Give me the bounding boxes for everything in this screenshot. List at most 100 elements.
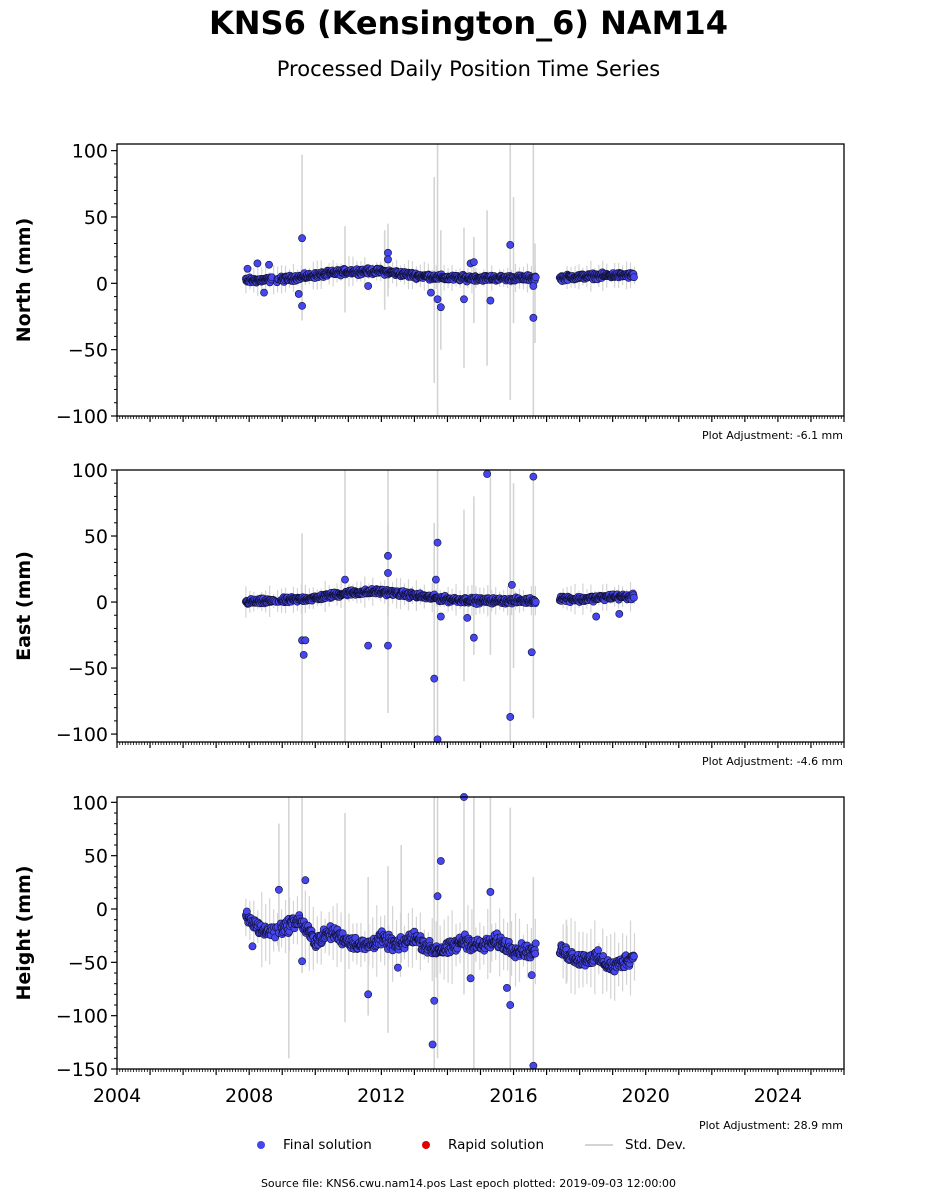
y-tick-label: 0 (96, 273, 108, 295)
final-solution-point (384, 248, 392, 257)
y-tick-label: −100 (56, 724, 108, 746)
final-solution-point (430, 996, 439, 1005)
legend-rapid-solution: Rapid solution (422, 1137, 544, 1153)
chart-title: KNS6 (Kensington_6) NAM14 (208, 4, 729, 42)
y-tick-label: 50 (84, 846, 108, 868)
final-solution-point (384, 551, 392, 560)
final-solution-point (466, 974, 475, 983)
y-tick-label: −50 (68, 340, 108, 362)
panel-height: −150 −100 −50 0 50 100 2004 2008 2012 2016 2020 202… (13, 792, 845, 1107)
legend-final-label: Final solution (283, 1137, 372, 1153)
final-solution-point (436, 857, 445, 865)
x-tick-label: 2016 (489, 1085, 537, 1107)
final-solution-point (384, 641, 392, 650)
final-solution-point (341, 575, 349, 584)
final-solution-point (364, 990, 373, 999)
y-axis-label: Height (mm) (13, 865, 35, 1000)
final-solution-point (630, 273, 638, 282)
legend-final-solution: Final solution (257, 1137, 372, 1153)
final-solution-point (243, 264, 252, 273)
source-footer: Source file: KNS6.cwu.nam14.pos Last epo… (260, 1177, 677, 1190)
final-solution-point (463, 613, 472, 622)
final-solution-point (486, 296, 495, 305)
final-solution-point (298, 234, 306, 243)
final-solution-point (486, 888, 495, 896)
final-solution-point (531, 949, 540, 958)
final-solution-point (299, 650, 308, 659)
final-solution-point (531, 273, 540, 282)
final-solution-point (506, 240, 515, 249)
final-solution-point (260, 288, 268, 297)
final-solution-point (275, 885, 283, 894)
x-tick-label: 2020 (622, 1085, 670, 1107)
final-solution-point (527, 648, 536, 657)
x-tick-label: 2024 (754, 1085, 802, 1107)
y-tick-label: −50 (68, 952, 108, 974)
final-solution-point (506, 713, 515, 721)
legend: Final solution Rapid solution Std. Dev. (0, 1137, 937, 1159)
final-solution-point (301, 876, 310, 885)
y-tick-label: 100 (72, 792, 108, 814)
final-solution-point (433, 735, 442, 744)
final-solution-point (529, 282, 538, 290)
panel-north: −100 −50 0 50 100 North (mm) (13, 141, 845, 428)
final-solution-point (529, 472, 538, 481)
final-solution-point (507, 580, 516, 589)
final-solution-point (436, 303, 445, 312)
legend-stddev-label: Std. Dev. (625, 1137, 686, 1153)
y-axis-label: North (mm) (13, 218, 35, 343)
final-solution-point (364, 282, 373, 290)
final-solution-point (428, 1040, 437, 1049)
final-solution-point (265, 260, 273, 269)
final-solution-point (294, 290, 303, 298)
final-solution-point (592, 612, 601, 621)
north-plot-adjustment: Plot Adjustment: -6.1 mm (702, 429, 843, 442)
y-tick-label: 100 (72, 141, 108, 163)
final-solution-point (433, 892, 442, 901)
final-solution-point (364, 641, 373, 650)
final-solution-point (594, 946, 602, 955)
legend-std-dev: Std. Dev. (585, 1137, 686, 1153)
y-tick-label: 0 (96, 592, 108, 614)
final-solution-point (430, 674, 439, 683)
y-tick-label: 50 (84, 526, 108, 548)
final-solution-point (503, 984, 511, 992)
final-solution-point (436, 612, 445, 621)
final-solution-point (393, 963, 402, 972)
final-solution-point (433, 538, 442, 547)
final-solution-point (469, 258, 478, 266)
final-solution-point (469, 633, 478, 642)
final-solution-point (427, 288, 435, 297)
final-solution-point (431, 575, 440, 584)
final-solution-point (253, 259, 262, 268)
x-tick-label: 2004 (93, 1085, 141, 1107)
x-tick-label: 2008 (225, 1085, 273, 1107)
final-solution-point (506, 1001, 515, 1009)
final-solution-point (529, 313, 538, 322)
final-solution-point (527, 971, 536, 980)
final-solution-point (529, 1061, 538, 1070)
final-solution-point (384, 255, 392, 264)
final-solution-point (384, 569, 392, 577)
final-solution-point (531, 597, 540, 606)
final-solution-point (531, 939, 540, 948)
final-solution-point (298, 301, 306, 310)
final-solution-point (615, 610, 624, 618)
y-tick-label: −100 (56, 1006, 108, 1028)
y-tick-label: −100 (56, 406, 108, 428)
y-tick-label: 0 (96, 899, 108, 921)
y-tick-label: 100 (72, 460, 108, 482)
final-solution-point (460, 295, 468, 304)
rapid-solution-marker (422, 1141, 430, 1149)
final-solution-point (298, 957, 306, 966)
final-solution-point (630, 593, 638, 602)
y-tick-label: −50 (68, 658, 108, 680)
plot-frame (116, 796, 845, 1070)
height-plot-adjustment: Plot Adjustment: 28.9 mm (698, 1119, 843, 1132)
final-solution-point (630, 952, 638, 961)
y-axis-label: East (mm) (13, 551, 35, 661)
chart-subtitle: Processed Daily Position Time Series (276, 57, 661, 81)
final-solution-marker (257, 1141, 265, 1149)
final-solution-point (483, 470, 492, 478)
panel-east: −100 −50 0 50 100 East (mm) (13, 460, 845, 748)
